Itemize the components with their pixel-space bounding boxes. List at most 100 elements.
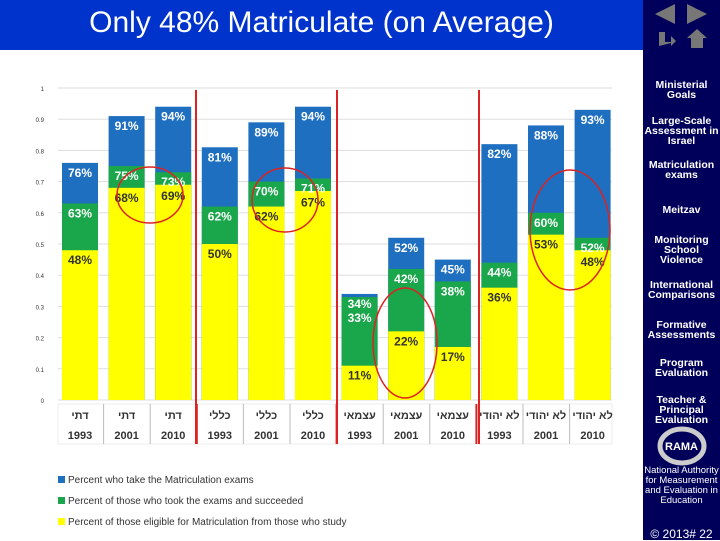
org-name: National Authority for Measurement and E… — [644, 465, 719, 506]
bar — [295, 190, 331, 400]
bar — [201, 244, 238, 400]
category-label: 2001 — [114, 430, 138, 442]
data-label: 88% — [534, 128, 558, 142]
category-label: 2010 — [441, 430, 465, 442]
rama-logo-text: RAMA — [665, 441, 698, 453]
data-label: 60% — [534, 216, 558, 230]
highlight-circle — [251, 167, 319, 233]
data-label: 34% — [348, 297, 372, 311]
category-label: עצמאי — [437, 410, 470, 422]
sidebar-item[interactable]: Monitoring School Violence — [654, 234, 709, 266]
data-label: 42% — [394, 272, 418, 286]
data-label: 71% — [301, 181, 325, 195]
category-label: 2001 — [534, 430, 558, 442]
data-label: 82% — [487, 147, 511, 161]
sidebar-item[interactable]: International Comparisons — [647, 279, 716, 301]
bar — [481, 287, 518, 400]
category-label: 2001 — [394, 430, 418, 442]
sidebar-item[interactable]: Program Evaluation — [654, 357, 709, 379]
legend-label: Percent of those who took the exams and … — [68, 496, 304, 507]
category-label: 2001 — [254, 430, 278, 442]
legend-label: Percent of those eligible for Matriculat… — [68, 517, 347, 528]
data-label: 44% — [487, 266, 511, 280]
sidebar: Ministerial Goals Large-Scale Assessment … — [643, 0, 720, 540]
data-label: 67% — [301, 195, 325, 209]
category-label: עצמאי — [343, 410, 376, 422]
data-label: 45% — [441, 263, 465, 277]
category-label: לא יהודי — [479, 409, 519, 422]
category-label: 2010 — [580, 430, 604, 442]
data-label: 50% — [208, 247, 232, 261]
category-label: כללי — [302, 409, 324, 422]
category-label: לא יהודי — [526, 409, 566, 422]
category-label: כללי — [256, 409, 278, 422]
bar — [62, 250, 98, 400]
data-label: 52% — [394, 241, 418, 255]
legend-swatch — [58, 518, 65, 525]
data-label: 89% — [254, 125, 278, 139]
data-label: 62% — [254, 210, 278, 224]
highlight-circle — [372, 287, 438, 399]
y-tick-label: 0.4 — [36, 274, 45, 280]
y-tick-label: 0.2 — [36, 337, 45, 343]
y-tick-label: 0.1 — [36, 368, 45, 374]
highlight-circle — [116, 166, 184, 224]
category-label: לא יהודי — [572, 409, 612, 422]
category-label: 1993 — [347, 430, 371, 442]
legend-swatch — [58, 497, 65, 504]
category-label: 2010 — [301, 430, 325, 442]
sidebar-item[interactable]: Meitzav — [662, 204, 701, 216]
bar — [155, 184, 192, 400]
data-label: 93% — [581, 113, 605, 127]
data-label: 33% — [348, 311, 372, 325]
data-label: 36% — [487, 291, 511, 305]
y-tick-label: 0 — [41, 399, 45, 405]
sidebar-item[interactable]: Teacher & Principal Evaluation — [654, 394, 709, 426]
y-tick-label: 0.3 — [36, 305, 45, 311]
footer: © 2013# 22 — [650, 527, 713, 541]
data-label: 81% — [208, 150, 232, 164]
data-label: 53% — [534, 238, 558, 252]
data-label: 91% — [115, 119, 139, 133]
sidebar-item[interactable]: Formative Assessments — [647, 319, 716, 341]
legend-swatch — [58, 476, 65, 483]
y-tick-label: 0.8 — [36, 149, 45, 155]
bar — [574, 250, 611, 400]
category-label: 1993 — [208, 430, 232, 442]
y-tick-label: 0.5 — [36, 243, 45, 249]
sidebar-item[interactable]: Matriculation exams — [648, 159, 715, 181]
data-label: 94% — [301, 110, 325, 124]
nav-arrows-icon[interactable] — [651, 2, 711, 50]
data-label: 68% — [115, 191, 139, 205]
bar — [248, 206, 285, 400]
sidebar-item[interactable]: Large-Scale Assessment in Israel — [644, 115, 719, 147]
bar — [108, 187, 145, 400]
data-label: 38% — [441, 284, 465, 298]
sidebar-item[interactable]: Ministerial Goals — [655, 79, 708, 101]
data-label: 63% — [68, 206, 92, 220]
data-label: 48% — [68, 253, 92, 267]
category-label: 1993 — [487, 430, 511, 442]
data-label: 52% — [581, 241, 605, 255]
y-tick-label: 0.6 — [36, 212, 45, 218]
y-tick-label: 0.7 — [36, 181, 45, 187]
data-label: 17% — [441, 350, 465, 364]
data-label: 73% — [161, 175, 185, 189]
data-label: 62% — [208, 210, 232, 224]
category-label: דתי — [118, 410, 136, 422]
bar — [388, 331, 425, 400]
legend-label: Percent who take the Matriculation exams — [68, 475, 254, 486]
data-label: 76% — [68, 166, 92, 180]
category-label: עצמאי — [390, 410, 423, 422]
chart: 0 0.1 0.2 0.3 0.4 0.5 0.6 0.7 0.8 0.9 1 76% 63% 48% דת… — [36, 87, 613, 445]
category-label: דתי — [71, 410, 89, 422]
data-label: 48% — [581, 255, 605, 269]
data-label: 70% — [254, 185, 278, 199]
y-tick-label: 1 — [41, 87, 45, 93]
data-label: 11% — [348, 369, 372, 383]
data-label: 94% — [161, 110, 185, 124]
bar — [434, 346, 471, 400]
legend-item: Percent of those who took the exams and … — [58, 496, 303, 507]
category-label: 1993 — [68, 430, 92, 442]
legend-item: Percent of those eligible for Matriculat… — [58, 517, 346, 528]
